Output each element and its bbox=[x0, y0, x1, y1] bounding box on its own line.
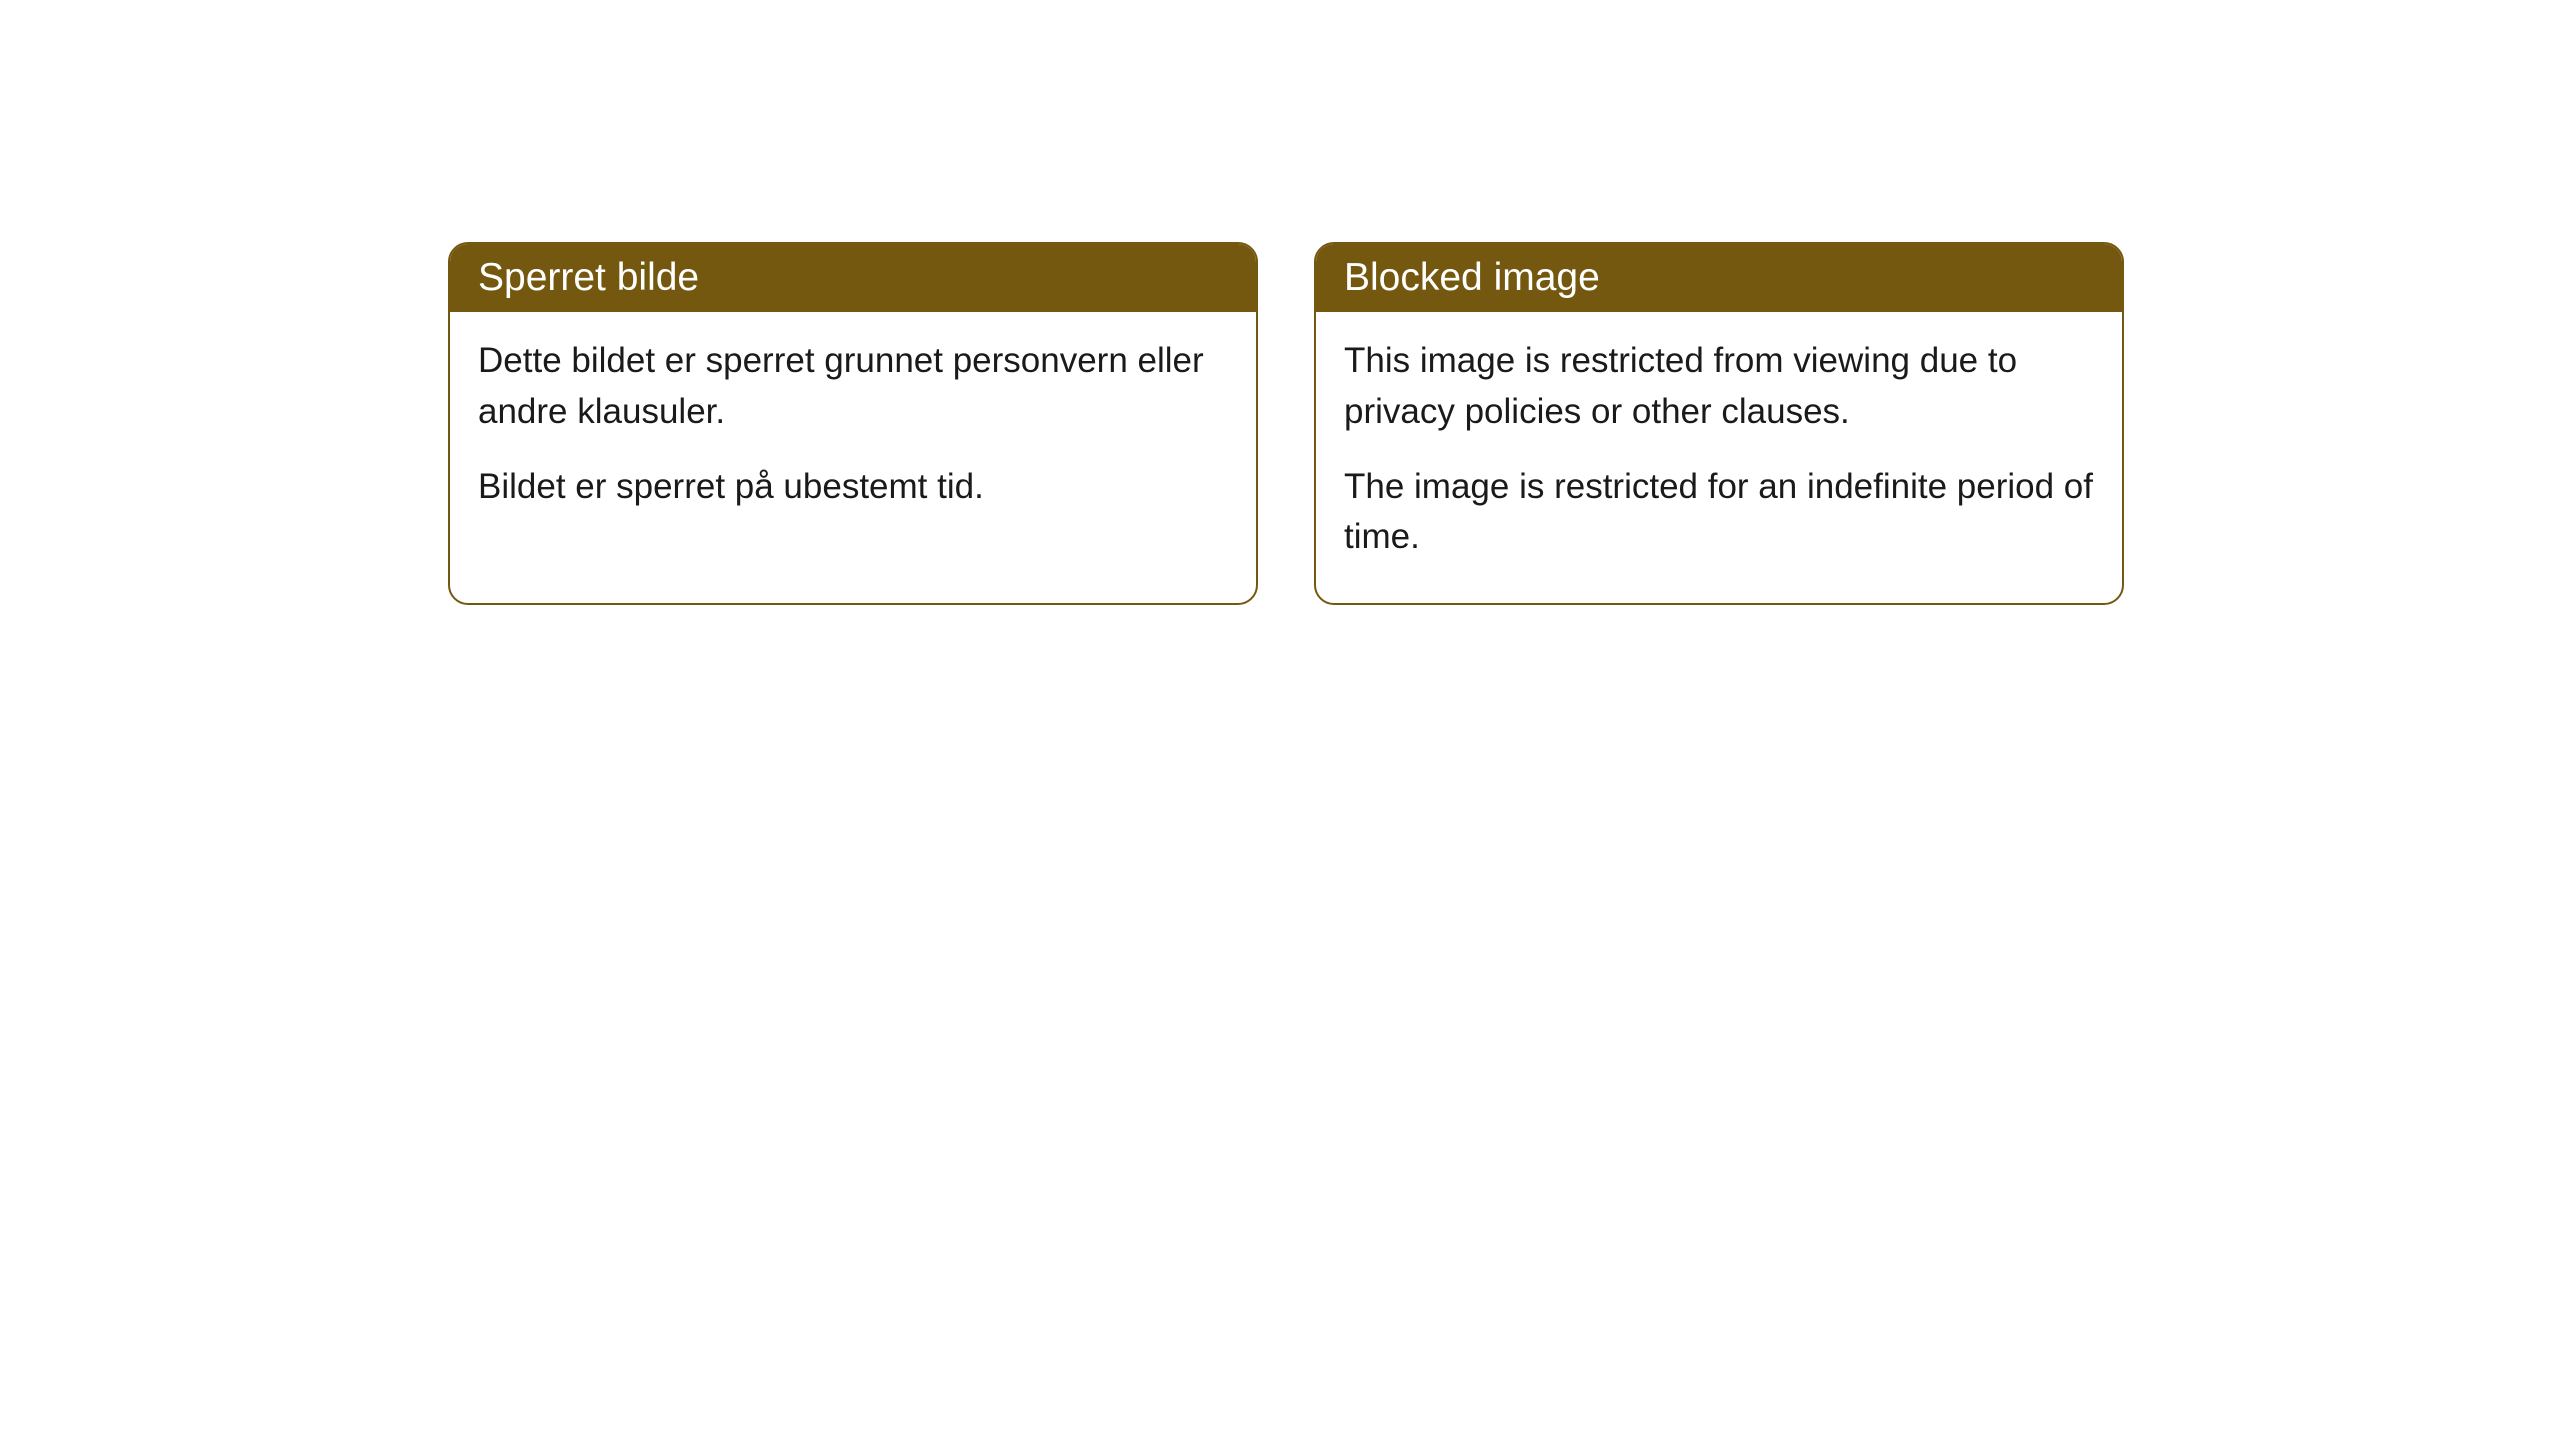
card-body-en: This image is restricted from viewing du… bbox=[1316, 312, 2122, 603]
card-paragraph-1-en: This image is restricted from viewing du… bbox=[1344, 336, 2094, 438]
blocked-image-card-en: Blocked image This image is restricted f… bbox=[1314, 242, 2124, 605]
card-paragraph-2-no: Bildet er sperret på ubestemt tid. bbox=[478, 462, 1228, 513]
blocked-image-card-no: Sperret bilde Dette bildet er sperret gr… bbox=[448, 242, 1258, 605]
card-paragraph-1-no: Dette bildet er sperret grunnet personve… bbox=[478, 336, 1228, 438]
card-header-en: Blocked image bbox=[1316, 244, 2122, 312]
card-paragraph-2-en: The image is restricted for an indefinit… bbox=[1344, 462, 2094, 564]
card-header-no: Sperret bilde bbox=[450, 244, 1256, 312]
card-body-no: Dette bildet er sperret grunnet personve… bbox=[450, 312, 1256, 552]
cards-container: Sperret bilde Dette bildet er sperret gr… bbox=[0, 0, 2560, 605]
